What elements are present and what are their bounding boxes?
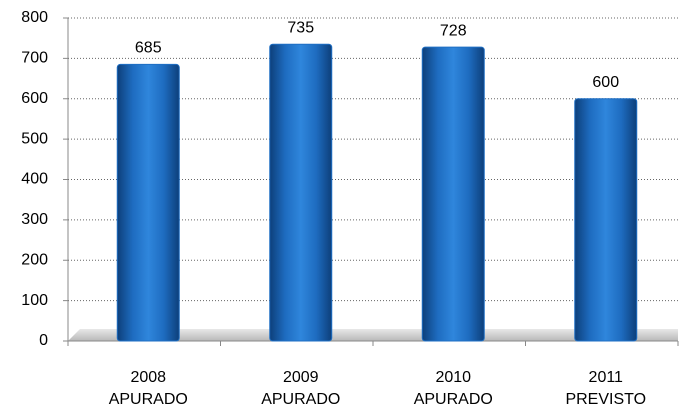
value-label: 728 xyxy=(440,22,467,39)
x-tick-label: 2008 xyxy=(130,369,166,386)
y-tick-label: 800 xyxy=(21,9,48,26)
y-tick-label: 700 xyxy=(21,50,48,67)
y-tick-label: 200 xyxy=(21,251,48,268)
floor xyxy=(68,329,678,341)
x-tick-label: APURADO xyxy=(414,391,493,408)
y-tick-label: 600 xyxy=(21,90,48,107)
y-tick-label: 500 xyxy=(21,130,48,147)
x-tick-label: APURADO xyxy=(261,391,340,408)
x-tick-label: APURADO xyxy=(109,391,188,408)
bar xyxy=(421,46,485,342)
bar xyxy=(116,63,180,342)
x-tick-label: 2011 xyxy=(589,369,624,386)
y-tick-label: 400 xyxy=(21,171,48,188)
value-label: 600 xyxy=(592,74,619,91)
y-tick-label: 0 xyxy=(39,332,48,349)
y-tick-label: 100 xyxy=(21,292,48,309)
value-label: 735 xyxy=(287,19,314,36)
y-tick-label: 300 xyxy=(21,211,48,228)
x-tick-label: 2009 xyxy=(283,369,319,386)
x-tick-label: PREVISTO xyxy=(565,391,646,408)
bar xyxy=(574,98,638,342)
bar xyxy=(269,43,333,342)
value-label: 685 xyxy=(135,40,162,57)
x-tick-label: 2010 xyxy=(435,369,471,386)
